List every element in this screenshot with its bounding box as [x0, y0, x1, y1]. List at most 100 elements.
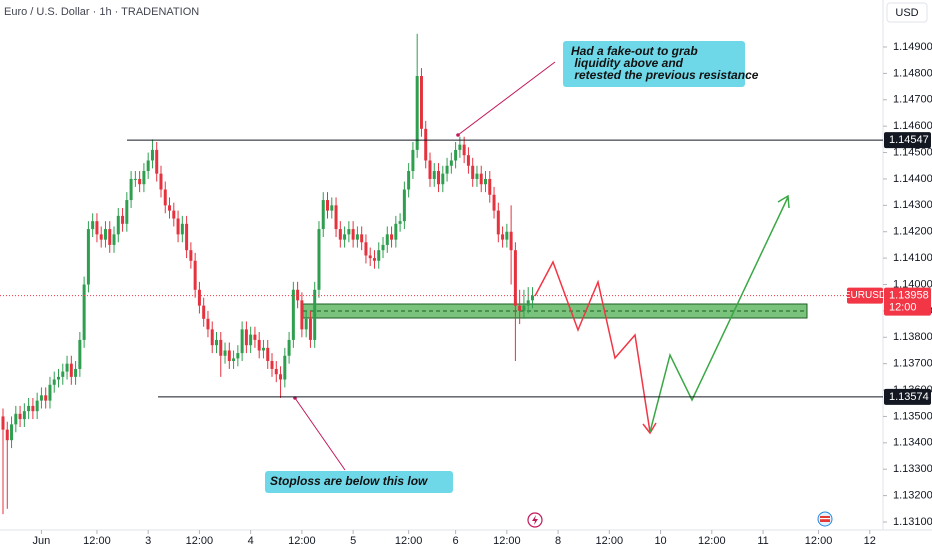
candle-body — [390, 234, 394, 240]
candle-body — [133, 178, 137, 180]
candle-body — [103, 229, 107, 240]
annotation: Stoploss are below this low — [265, 471, 453, 493]
candle-body — [317, 229, 321, 290]
candle-body — [193, 260, 197, 290]
candle-body — [479, 173, 483, 185]
x-tick-label: 6 — [453, 535, 459, 547]
candle-body — [296, 289, 300, 301]
y-tick-label: 1.14100 — [893, 252, 932, 264]
candle-body — [210, 329, 214, 346]
countdown-label: 12:00 — [889, 301, 917, 313]
currency-box[interactable] — [886, 2, 928, 23]
candle-body — [244, 329, 248, 346]
candle-body — [291, 289, 295, 340]
candle-body — [142, 171, 146, 185]
x-tick-label: 12:00 — [186, 535, 214, 547]
level-label: 1.13574 — [889, 391, 929, 403]
last-price-label: 1.13958 — [889, 289, 929, 301]
candle-body — [492, 194, 496, 211]
candle-body — [150, 149, 154, 161]
candle-body — [257, 339, 261, 351]
candle-body — [163, 189, 167, 206]
projection-up — [649, 196, 789, 433]
y-tick-label: 1.13400 — [893, 437, 932, 449]
callout-line — [294, 397, 346, 471]
candle-body — [82, 284, 86, 340]
candle-body — [39, 395, 43, 401]
projection-down — [534, 260, 651, 433]
layer — [1, 33, 534, 515]
candle-body — [112, 234, 116, 245]
candle-body — [449, 160, 453, 166]
currency[interactable]: USD — [895, 7, 918, 19]
candle-body — [441, 173, 445, 185]
y-tick-label: 1.13100 — [893, 516, 932, 528]
event-icon[interactable] — [527, 512, 543, 528]
x-tick-label: 4 — [248, 535, 254, 547]
candle-body — [488, 178, 492, 195]
symbol-label: EURUSD — [844, 290, 886, 301]
y-tick-label: 1.14300 — [893, 199, 932, 211]
candle-body — [343, 234, 347, 240]
annotation-text: liquidity above and — [571, 56, 684, 70]
annotation-box — [265, 471, 453, 493]
candle-body — [428, 160, 432, 179]
candle-body — [138, 178, 142, 185]
candle-body — [385, 234, 389, 245]
candle-body — [355, 234, 359, 240]
candle-body — [270, 361, 274, 369]
annotation-text: retested the previous resistance — [571, 68, 759, 82]
candle-body — [14, 413, 18, 425]
candle-body — [411, 149, 415, 172]
candle-body — [326, 200, 330, 211]
candle-body — [475, 173, 479, 179]
candle-body — [5, 429, 9, 441]
y-tick-label: 1.14800 — [893, 67, 932, 79]
symbol-marker — [847, 287, 883, 304]
candle-body — [381, 244, 385, 251]
candle-body — [48, 384, 52, 401]
x-tick-label: 3 — [145, 535, 151, 547]
x-tick-label: 12:00 — [698, 535, 726, 547]
candle-body — [347, 229, 351, 235]
x-tick-label: 5 — [350, 535, 356, 547]
candle-body — [279, 374, 283, 380]
annotation-box — [563, 41, 745, 87]
candle-body — [283, 355, 287, 380]
candle-body — [377, 250, 381, 261]
level-marker — [884, 132, 931, 149]
candle-body — [18, 413, 22, 420]
candle-body — [240, 329, 244, 354]
candle-body — [1, 416, 5, 430]
candle-body — [471, 165, 475, 179]
candle-body — [308, 318, 312, 340]
candle-body — [462, 144, 466, 156]
candle-body — [180, 223, 184, 235]
candle-body — [185, 223, 189, 251]
candle-body — [61, 371, 65, 377]
candle-body — [155, 149, 159, 174]
x-tick-label: 12:00 — [288, 535, 316, 547]
event-icon[interactable] — [817, 511, 833, 527]
candle-body — [91, 221, 95, 230]
candle-body — [321, 200, 325, 230]
candle-body — [236, 353, 240, 359]
candle-body — [458, 144, 462, 150]
candle-body — [530, 295, 534, 301]
candle-body — [266, 347, 270, 362]
callout-line — [457, 61, 556, 136]
candle-body — [52, 379, 56, 385]
candle-body — [518, 305, 522, 311]
candle-body — [172, 210, 176, 219]
candle-body — [287, 339, 291, 356]
candle-body — [509, 231, 513, 251]
candle-body — [249, 334, 253, 346]
candle-body — [300, 300, 304, 330]
candle-body — [214, 339, 218, 346]
candle-body — [402, 189, 406, 222]
x-tick-label: Jun — [33, 535, 51, 547]
candle-body — [526, 300, 530, 306]
candle-body — [483, 178, 487, 185]
